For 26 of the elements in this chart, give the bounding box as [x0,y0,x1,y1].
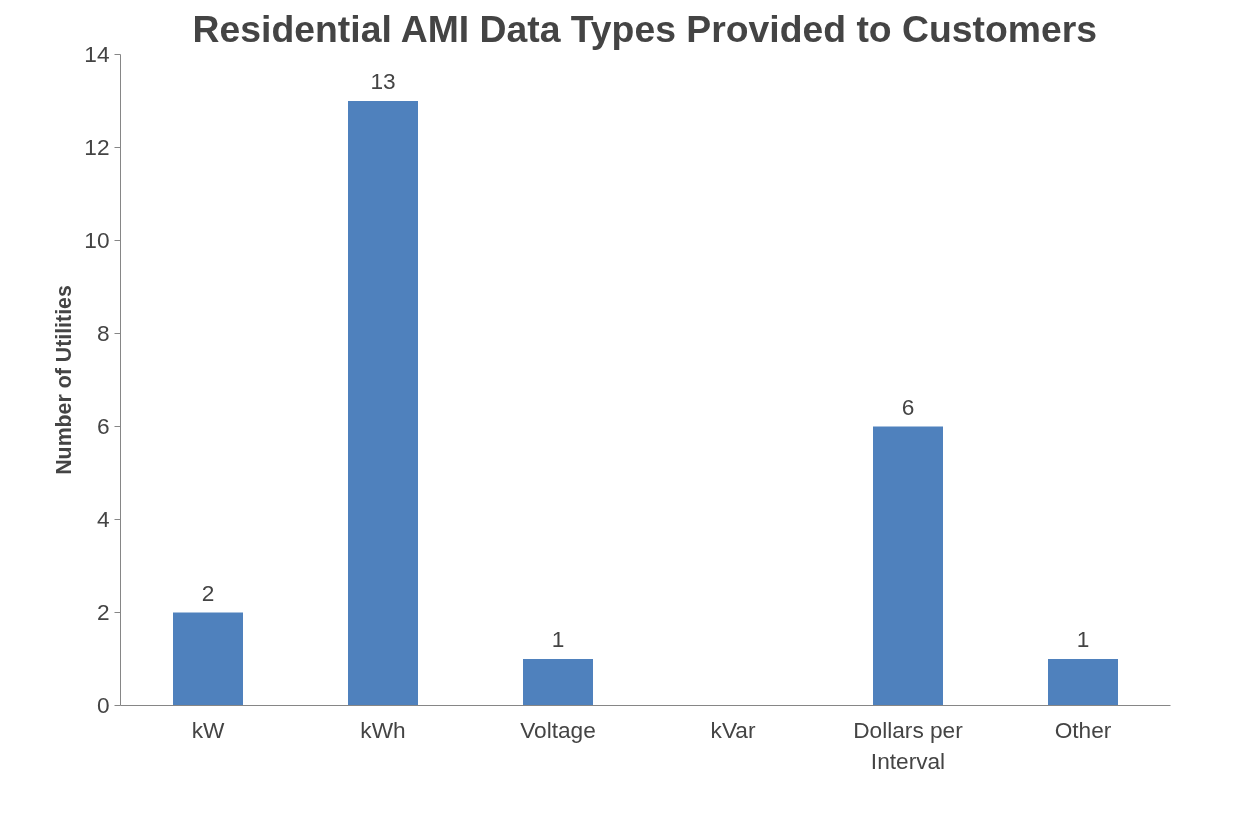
bar [173,612,243,706]
y-tick-label: 0 [96,692,110,718]
y-tick-label: 12 [84,134,110,160]
data-label: 6 [901,393,915,420]
bar [1048,659,1118,706]
x-tick-label: kWh [360,716,406,743]
y-tick-label: 8 [96,320,110,346]
bar [348,101,418,706]
data-label: 1 [551,626,565,652]
x-tick-label: Other [1054,716,1112,743]
y-tick-label: 2 [96,599,110,625]
bar [523,659,593,706]
y-tick-label: 6 [96,413,110,439]
x-tick-label: Dollars per Interval [853,716,964,774]
x-tick-label: kVar [710,716,756,743]
data-label: 2 [201,579,215,606]
data-label: 1 [1076,626,1090,652]
data-label: 13 [370,68,396,94]
chart-title: Residential AMI Data Types Provided to Customers [192,7,1097,50]
y-tick-label: 14 [84,41,110,67]
y-tick-label: 10 [84,227,110,253]
y-axis-title: Number of Utilities [52,285,77,475]
x-tick-label: Voltage [520,716,596,743]
y-tick-label: 4 [96,506,110,532]
bar [873,426,943,706]
x-tick-label: kW [191,716,225,743]
